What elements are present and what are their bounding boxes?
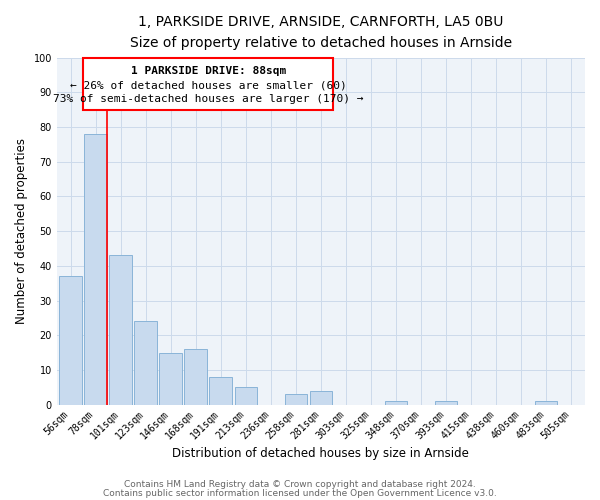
- Title: 1, PARKSIDE DRIVE, ARNSIDE, CARNFORTH, LA5 0BU
Size of property relative to deta: 1, PARKSIDE DRIVE, ARNSIDE, CARNFORTH, L…: [130, 15, 512, 50]
- Bar: [385, 401, 407, 404]
- Bar: [310, 390, 332, 404]
- Bar: [109, 256, 132, 404]
- Text: Contains public sector information licensed under the Open Government Licence v3: Contains public sector information licen…: [103, 489, 497, 498]
- Text: 73% of semi-detached houses are larger (170) →: 73% of semi-detached houses are larger (…: [53, 94, 364, 104]
- Text: Contains HM Land Registry data © Crown copyright and database right 2024.: Contains HM Land Registry data © Crown c…: [124, 480, 476, 489]
- Bar: [209, 377, 232, 404]
- Bar: [435, 401, 457, 404]
- Bar: [134, 322, 157, 404]
- Bar: [235, 387, 257, 404]
- Text: ← 26% of detached houses are smaller (60): ← 26% of detached houses are smaller (60…: [70, 80, 347, 90]
- Y-axis label: Number of detached properties: Number of detached properties: [15, 138, 28, 324]
- Bar: [59, 276, 82, 404]
- X-axis label: Distribution of detached houses by size in Arnside: Distribution of detached houses by size …: [172, 447, 469, 460]
- Bar: [83, 58, 334, 110]
- Bar: [160, 352, 182, 405]
- Bar: [85, 134, 107, 404]
- Bar: [184, 349, 207, 405]
- Bar: [535, 401, 557, 404]
- Text: 1 PARKSIDE DRIVE: 88sqm: 1 PARKSIDE DRIVE: 88sqm: [131, 66, 286, 76]
- Bar: [284, 394, 307, 404]
